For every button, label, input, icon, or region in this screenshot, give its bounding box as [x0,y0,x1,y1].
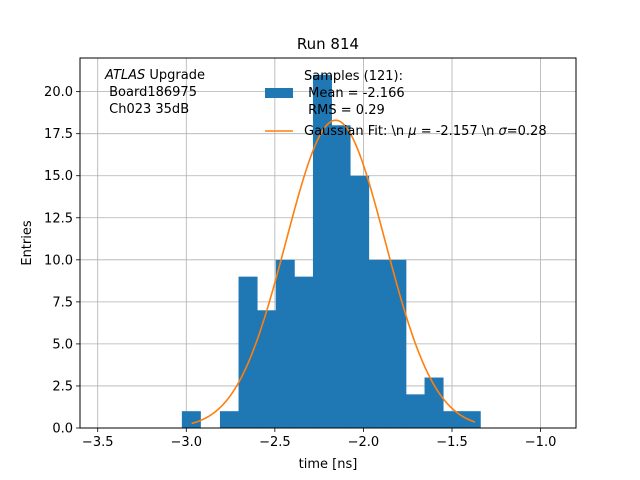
legend-fit-suffix: =0.28 [507,124,547,139]
legend-histogram-swatch [265,88,293,98]
legend-samples: Samples (121): [304,69,403,84]
histogram-bar [424,377,444,428]
y-tick-label: 17.5 [44,127,73,142]
legend-fit-middle: = -2.157 \n [417,124,499,139]
legend-fit: Gaussian Fit: \n μ = -2.157 \n σ=0.28 [304,124,547,139]
histogram-bar [219,411,239,428]
y-tick-label: 5.0 [52,337,73,352]
x-tick-label: −1.5 [436,435,468,450]
plot-frame [79,57,577,429]
x-axis-label: time [ns] [299,457,358,472]
histogram-bar [405,394,425,428]
annotation-atlas: ATLAS [104,68,145,83]
x-tick-label: −3.0 [170,435,202,450]
annotation-channel: Ch023 35dB [105,102,189,117]
y-axis-ticks: 0.0 2.5 5.0 7.5 10.0 12.5 15.0 17.5 20.0 [44,85,80,437]
y-tick-label: 10.0 [44,253,73,268]
x-tick-label: −3.5 [82,435,114,450]
legend-rms: RMS = 0.29 [304,103,385,118]
histogram-bar [350,175,370,428]
histogram-bar [238,276,258,428]
annotation-board: Board186975 [105,85,197,100]
y-tick-label: 20.0 [44,85,73,100]
legend-mean: Mean = -2.166 [304,86,405,101]
x-axis-ticks: −3.5 −3.0 −2.5 −2.0 −1.5 −1.0 [82,428,556,450]
histogram-bar [461,411,481,428]
legend: Samples (121): Mean = -2.166 RMS = 0.29 … [265,69,547,139]
histogram-bar [443,411,463,428]
histogram-bar [331,125,351,428]
y-tick-label: 15.0 [44,169,73,184]
histogram-bar [257,310,277,428]
histogram-bar [312,74,332,429]
y-tick-label: 12.5 [44,211,73,226]
legend-fit-sigma: σ [499,124,508,139]
histogram-bar [275,259,295,428]
gaussian-fit-line [191,119,476,425]
x-tick-label: −2.0 [348,435,380,450]
legend-fit-prefix: Gaussian Fit: \n [304,124,408,139]
y-axis-label: Entries [20,220,35,266]
histogram-bar [294,276,314,428]
y-tick-label: 2.5 [52,379,73,394]
x-tick-label: −1.0 [525,435,557,450]
annotation-line-1: ATLAS Upgrade [104,68,205,83]
histogram-bar [368,259,388,428]
x-tick-label: −2.5 [259,435,291,450]
y-tick-label: 7.5 [52,295,73,310]
legend-fit-mu: μ [407,124,416,139]
y-tick-label: 0.0 [52,422,73,437]
histogram-bar [181,411,201,428]
atlas-annotation: ATLAS Upgrade Board186975 Ch023 35dB [104,68,205,117]
chart-title: Run 814 [297,35,359,53]
histogram-bars [181,74,481,429]
annotation-upgrade: Upgrade [145,68,205,83]
